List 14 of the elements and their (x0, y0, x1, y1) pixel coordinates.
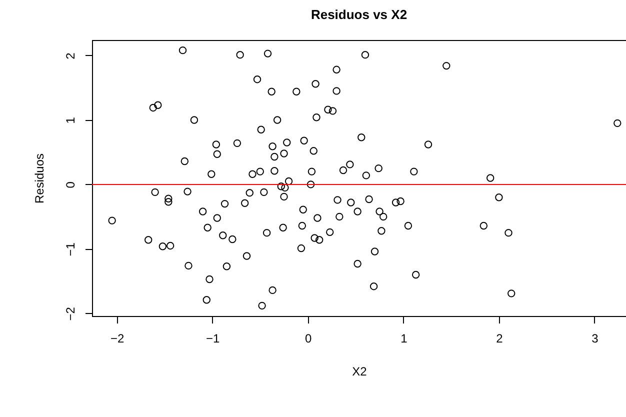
y-tick-label: −1 (64, 242, 78, 256)
x-tick-label: −1 (206, 332, 220, 346)
x-tick-label: 2 (496, 332, 504, 346)
y-axis-title: Residuos (32, 153, 46, 204)
x-axis-title: X2 (352, 364, 368, 378)
y-tick-label: −2 (64, 306, 78, 321)
x-tick-label: 1 (400, 332, 408, 346)
x-tick-label: 3 (592, 332, 599, 346)
y-tick-label: 2 (64, 52, 78, 60)
chart-title: Residuos vs X2 (310, 7, 408, 22)
y-tick-label: 0 (64, 181, 78, 188)
y-tick-label: 1 (64, 116, 78, 124)
x-tick-label: −2 (110, 332, 124, 346)
x-tick-label: 0 (305, 332, 312, 346)
